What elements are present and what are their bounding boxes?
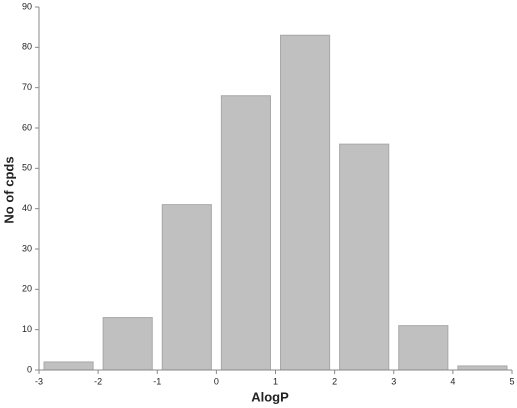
x-tick-label: 5 — [509, 376, 514, 386]
x-tick-label: -3 — [35, 376, 43, 386]
bar — [102, 317, 153, 371]
x-tick-label: 4 — [450, 376, 455, 386]
y-tick-label: 50 — [22, 163, 32, 173]
y-tick-label: 60 — [22, 122, 32, 132]
bar — [339, 143, 390, 371]
x-tick-label: 3 — [391, 376, 396, 386]
x-tick-label: 0 — [214, 376, 219, 386]
y-tick-label: 80 — [22, 42, 32, 52]
x-tick-label: 2 — [332, 376, 337, 386]
y-tick-label: 20 — [22, 284, 32, 294]
y-tick-label: 10 — [22, 324, 32, 334]
y-tick-label: 30 — [22, 243, 32, 253]
bar — [220, 95, 271, 371]
x-tick-label: -1 — [153, 376, 161, 386]
y-tick-label: 70 — [22, 82, 32, 92]
bar — [43, 361, 94, 371]
y-tick-label: 90 — [22, 1, 32, 11]
y-axis-title: No of cpds — [1, 156, 16, 223]
y-tick-label: 40 — [22, 203, 32, 213]
x-tick-label: 1 — [273, 376, 278, 386]
x-axis-title: AlogP — [251, 389, 289, 404]
bar — [457, 365, 508, 371]
y-tick-label: 0 — [27, 364, 32, 374]
bar — [161, 204, 212, 371]
x-tick-label: -2 — [94, 376, 102, 386]
bar — [398, 325, 449, 371]
bar — [280, 34, 331, 371]
